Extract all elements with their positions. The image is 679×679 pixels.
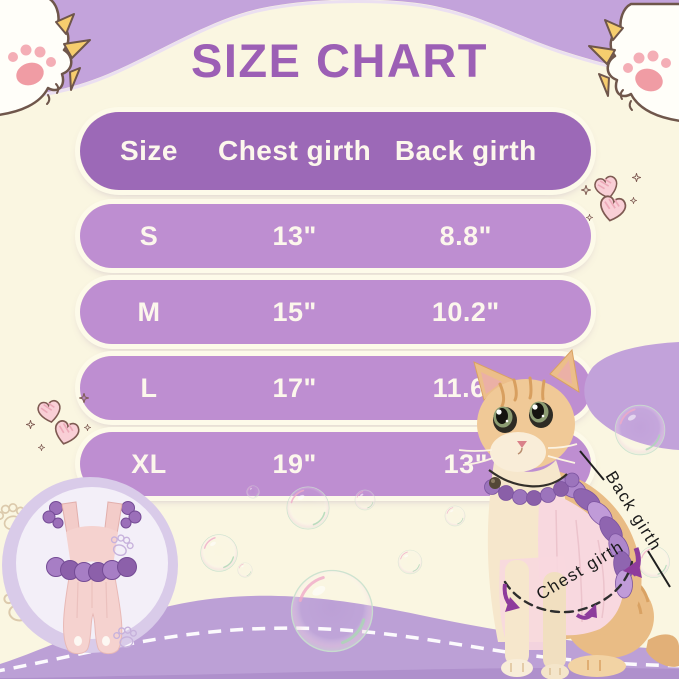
table-row-l: L 17" 11.6" [80, 356, 591, 420]
recovery-suit-garment [42, 501, 142, 655]
table-row-xl: XL 19" 13" [80, 432, 591, 496]
bottom-wave-graphic [0, 595, 679, 679]
column-header-chest: Chest girth [217, 135, 372, 166]
heart-icon [51, 418, 82, 448]
back-cell: 13" [443, 448, 488, 479]
chest-girth-label: Chest girth [533, 537, 627, 604]
back-cell: 10.2" [431, 296, 500, 327]
paw-print-icon [112, 624, 140, 650]
size-cell: S [139, 220, 159, 251]
page-title: SIZE CHART [191, 34, 488, 87]
paw-print-icon [106, 531, 136, 560]
purple-blob-decoration [584, 342, 679, 450]
size-chart-table: Size Chest girth Back girth S 13" 8.8" M… [80, 112, 591, 508]
back-girth-label: Back girth [602, 468, 666, 555]
table-row-m: M 15" 10.2" [80, 280, 591, 344]
size-cell: M [137, 296, 161, 327]
column-header-size: Size [119, 135, 178, 166]
paw-print-icon [0, 587, 41, 625]
chest-cell: 13" [272, 220, 317, 251]
back-cell: 11.6" [432, 372, 499, 403]
column-header-back: Back girth [394, 135, 537, 166]
chest-cell: 17" [272, 372, 317, 403]
table-header-row: Size Chest girth Back girth [80, 112, 591, 190]
heart-icon [36, 399, 64, 425]
table-row-s: S 13" 8.8" [80, 204, 591, 268]
chest-girth-dashed-line [503, 560, 634, 614]
size-cell: L [140, 372, 158, 403]
chest-cell: 19" [272, 448, 317, 479]
paw-print-icon [0, 500, 29, 534]
chest-cell: 15" [272, 296, 317, 327]
measure-arrow-icons [502, 547, 642, 620]
size-cell: XL [131, 448, 167, 479]
back-cell: 8.8" [439, 220, 492, 251]
heart-icon [596, 194, 628, 225]
heart-icon [592, 174, 621, 202]
